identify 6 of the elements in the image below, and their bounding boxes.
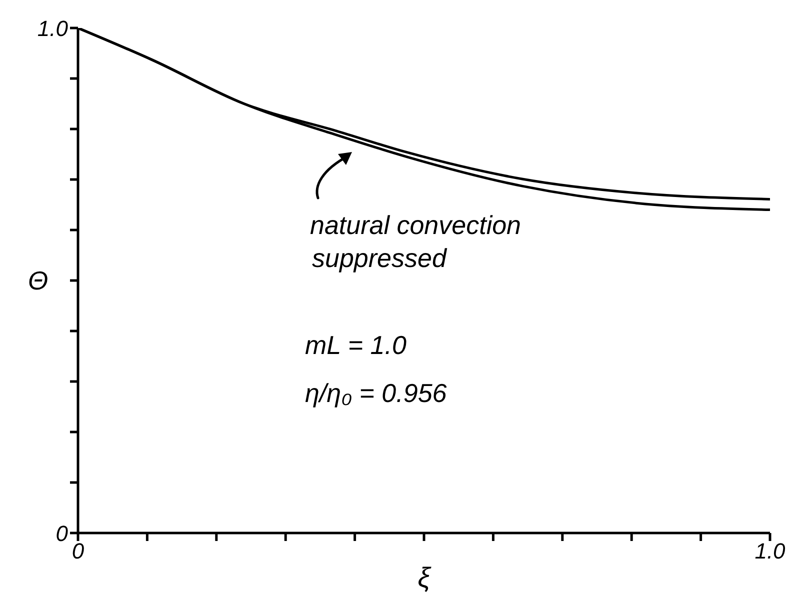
x-axis-title: ξ [418, 562, 432, 593]
y-axis-title: Θ [28, 266, 48, 296]
annotation: mL = 1.0 [305, 330, 406, 361]
annotation: η/η₀ = 0.956 [305, 378, 447, 409]
annotation: suppressed [312, 243, 446, 274]
annotation: natural convection [310, 210, 522, 241]
